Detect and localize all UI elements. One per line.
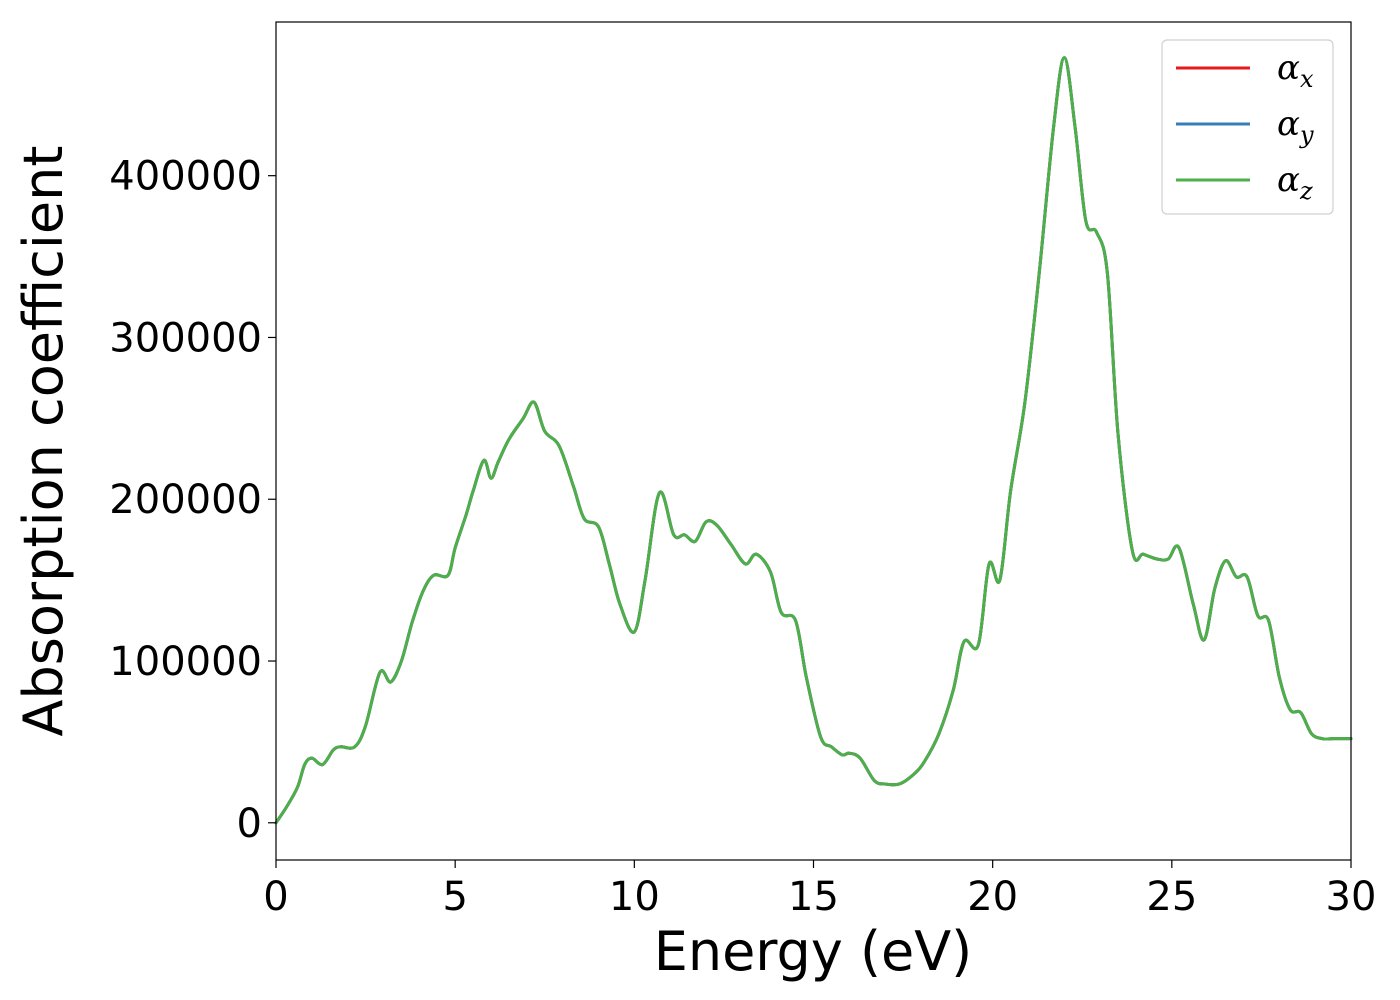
x-tick-label: 20: [967, 874, 1018, 920]
y-tick-label: 0: [237, 801, 262, 847]
y-axis-ticks: 0 100000 200000 300000 400000: [109, 154, 276, 847]
y-tick-label: 300000: [109, 315, 262, 361]
x-axis-ticks: 0 5 10 15 20 25 30: [263, 860, 1376, 920]
y-tick-label: 400000: [109, 154, 262, 200]
legend-box: [1161, 39, 1334, 215]
x-tick-label: 10: [609, 874, 660, 920]
x-tick-label: 25: [1146, 874, 1197, 920]
x-tick-label: 0: [263, 874, 288, 920]
x-tick-label: 30: [1326, 874, 1377, 920]
x-axis-label: Energy (eV): [654, 920, 973, 983]
y-tick-label: 200000: [109, 477, 262, 523]
y-tick-label: 100000: [109, 639, 262, 685]
x-tick-label: 15: [788, 874, 839, 920]
y-axis-label: Absorption coefficient: [12, 146, 75, 737]
series-layer: [274, 56, 1353, 825]
legend-label-y: αy: [1277, 104, 1314, 149]
x-tick-label: 5: [442, 874, 467, 920]
series-line-z: [274, 56, 1353, 825]
legend-label-x: αx: [1277, 48, 1314, 93]
